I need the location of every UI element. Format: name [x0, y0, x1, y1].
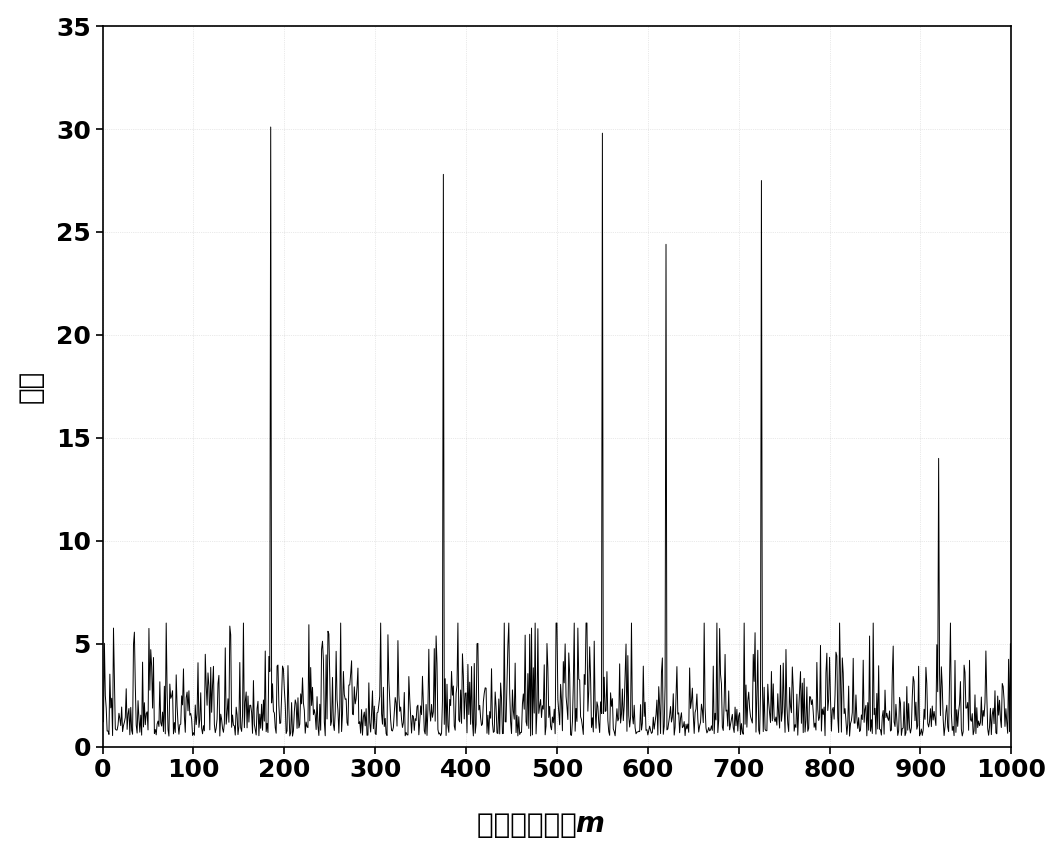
Text: m: m	[575, 811, 605, 838]
Y-axis label: 幅度: 幅度	[17, 370, 45, 403]
Text: 分数域采样点: 分数域采样点	[477, 811, 586, 838]
